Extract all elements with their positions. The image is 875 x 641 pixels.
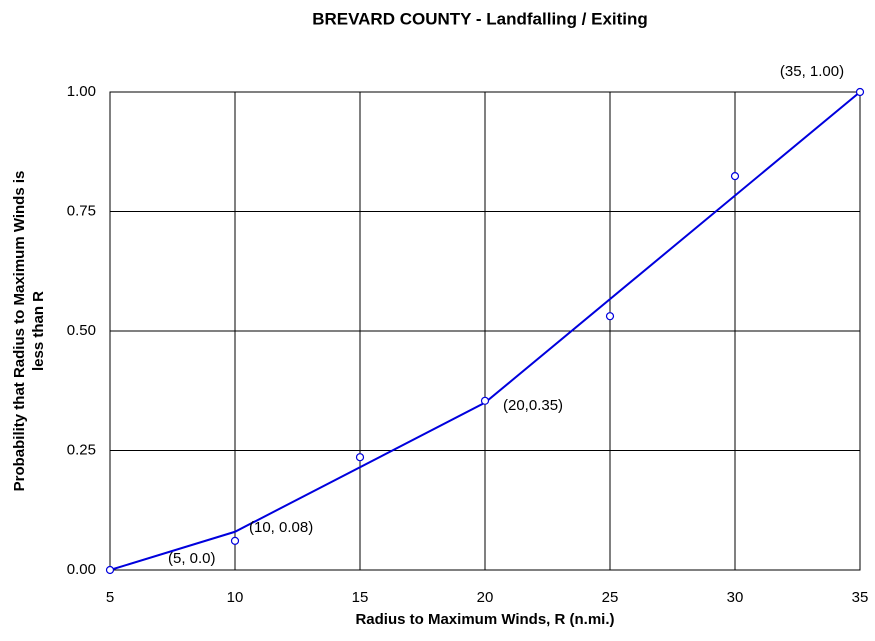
y-tick-label: 0.00 — [67, 561, 96, 578]
chart-title: BREVARD COUNTY - Landfalling / Exiting — [312, 9, 648, 28]
x-tick-label: 15 — [352, 589, 369, 606]
x-tick-label: 20 — [477, 589, 494, 606]
y-tick-label: 0.75 — [67, 202, 96, 219]
x-tick-label: 5 — [106, 589, 114, 606]
x-tick-label: 10 — [227, 589, 244, 606]
x-tick-label: 25 — [602, 589, 619, 606]
data-point — [855, 87, 865, 97]
x-tick-label: 30 — [727, 589, 744, 606]
x-tick-label: 35 — [852, 589, 869, 606]
annotation: (35, 1.00) — [780, 63, 844, 80]
fit-line — [109, 91, 861, 571]
data-point — [105, 565, 115, 575]
plot-frame — [109, 91, 861, 571]
y-tick-label: 1.00 — [67, 83, 96, 100]
y-axis-label: less than R — [30, 291, 47, 371]
data-point — [730, 172, 740, 181]
data-point — [355, 453, 365, 462]
data-point — [605, 312, 615, 321]
annotation: (20,0.35) — [503, 397, 563, 414]
x-axis-label: Radius to Maximum Winds, R (n.mi.) — [355, 611, 614, 628]
y-tick-label: 0.25 — [67, 441, 96, 458]
y-tick-label: 0.50 — [67, 322, 96, 339]
annotation: (10, 0.08) — [249, 519, 313, 536]
annotation: (5, 0.0) — [168, 550, 216, 567]
data-point — [480, 396, 490, 405]
data-point — [230, 536, 240, 545]
y-axis-label: Probability that Radius to Maximum Winds… — [11, 171, 28, 492]
